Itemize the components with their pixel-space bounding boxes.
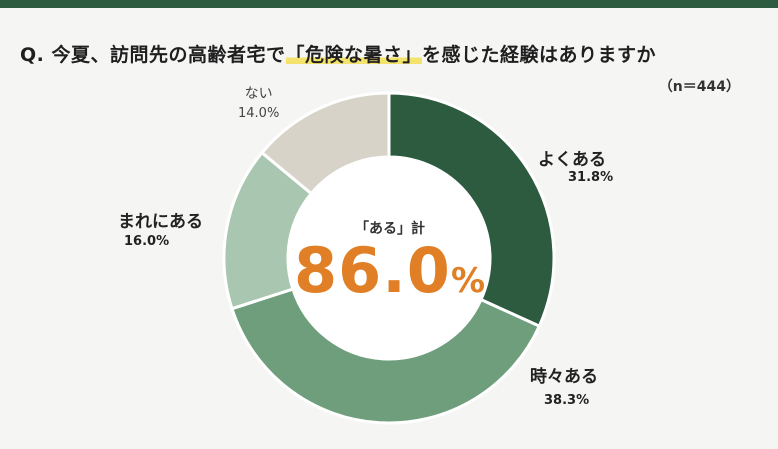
label-never-percent: 14.0%	[238, 105, 280, 121]
slice-sometimes	[230, 287, 542, 425]
label-sometimes-name: 時々ある	[530, 367, 598, 387]
donut-hole	[289, 158, 489, 358]
center-total-value: 86.0%	[280, 236, 500, 316]
center-total-unit: %	[450, 261, 487, 301]
sample-size: （n＝444）	[658, 79, 740, 95]
label-rarely-name: まれにある	[118, 212, 203, 232]
question-suffix: を感じた経験はありますか	[422, 44, 657, 66]
label-rarely-percent: 16.0%	[124, 234, 170, 250]
slice-never	[259, 91, 391, 196]
center-total-number: 86.0	[293, 234, 451, 307]
question-prefix: Q. 今夏、訪問先の高齢者宅で	[20, 44, 286, 66]
label-never-name: ない	[244, 86, 273, 102]
question-title: Q. 今夏、訪問先の高齢者宅で「危険な暑さ」を感じた経験はありますか	[20, 40, 760, 67]
label-sometimes: 時々ある 38.3%	[530, 367, 598, 409]
label-often: よくある 31.8%	[538, 150, 613, 186]
top-accent-bar	[0, 0, 778, 8]
label-never: ない 14.0%	[238, 86, 279, 121]
label-often-percent: 31.8%	[568, 170, 614, 186]
label-often-name: よくある	[538, 150, 606, 170]
label-rarely: まれにある 16.0%	[118, 212, 203, 250]
slice-often	[387, 91, 556, 329]
question-highlight: 「危険な暑さ」	[285, 44, 423, 66]
label-sometimes-percent: 38.3%	[544, 393, 590, 409]
center-total-label: 「ある」計	[355, 221, 425, 237]
